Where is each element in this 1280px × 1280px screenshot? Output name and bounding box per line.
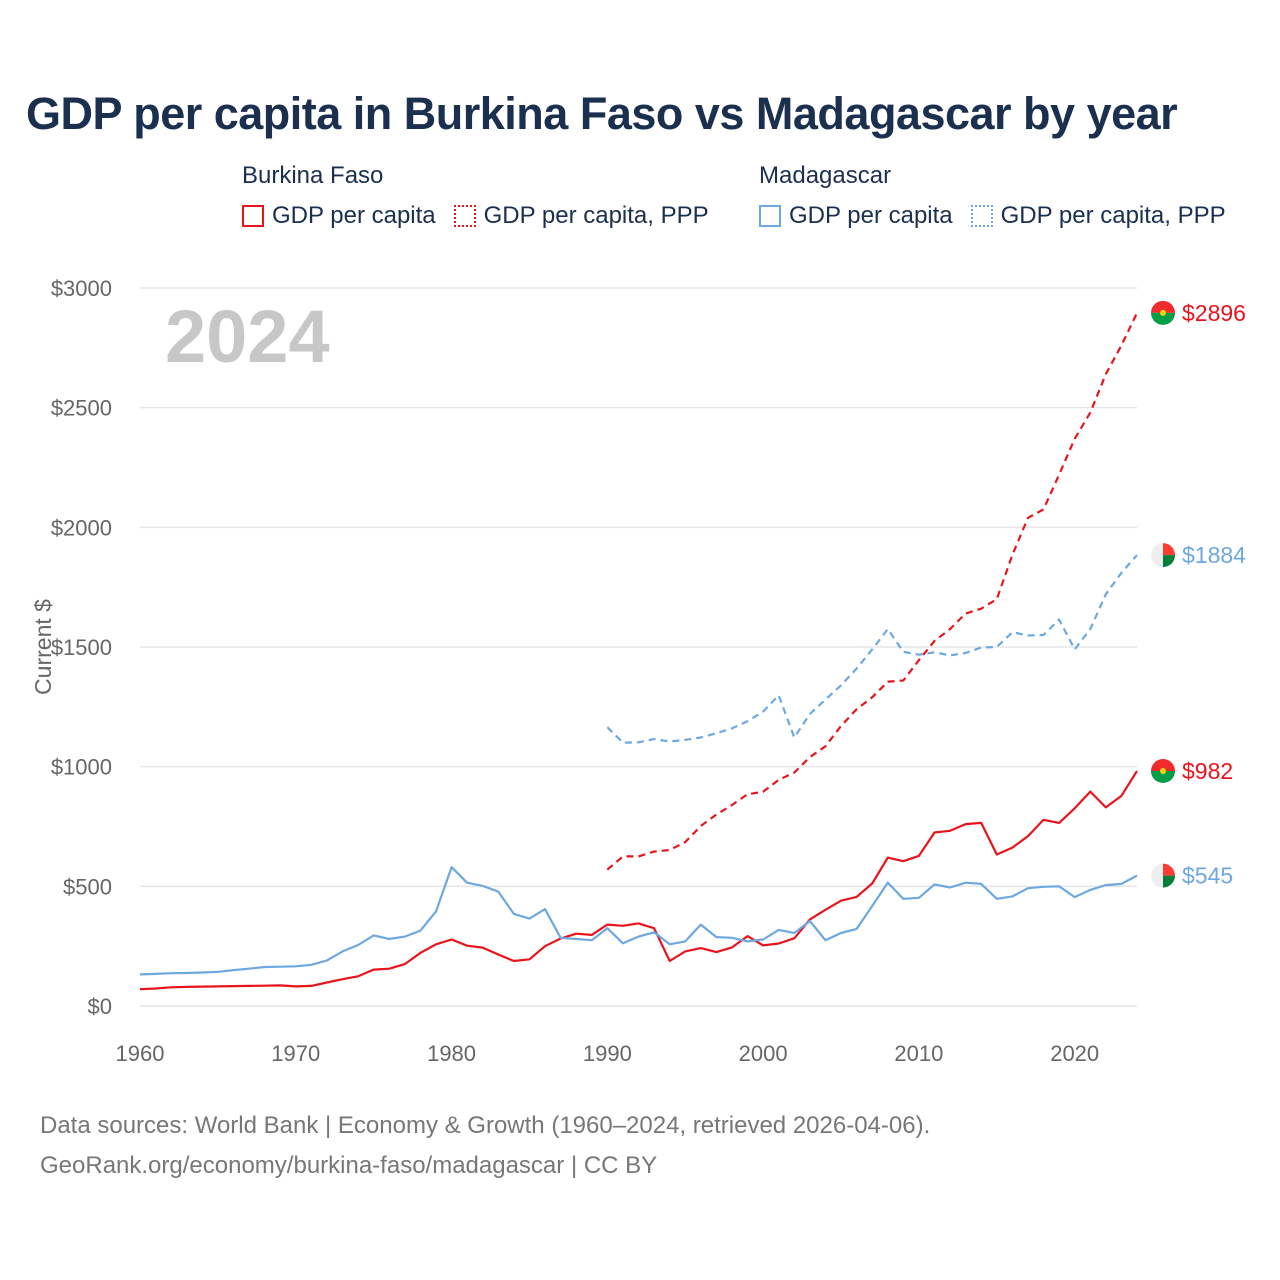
series-end-label: $1884 [1182, 542, 1246, 568]
y-tick-label: $2000 [51, 515, 112, 540]
series-line [139, 866, 1138, 976]
year-watermark: 2024 [165, 295, 330, 378]
footer: Data sources: World Bank | Economy & Gro… [40, 1106, 930, 1186]
x-tick-label: 2010 [894, 1041, 943, 1066]
legend-label-bf-ppp: GDP per capita, PPP [483, 202, 709, 229]
x-tick-label: 1980 [427, 1041, 476, 1066]
legend-group-burkina-faso: Burkina Faso GDP per capita GDP per capi… [242, 162, 727, 230]
madagascar-flag-icon [1163, 875, 1175, 888]
legend-swatch-solid-blue [759, 205, 781, 227]
series-end-label: $982 [1182, 758, 1233, 784]
x-tick-label: 2020 [1050, 1041, 1099, 1066]
flag-star-icon [1160, 767, 1166, 774]
y-tick-label: $1000 [51, 755, 112, 780]
legend-item-bf-ppp[interactable]: GDP per capita, PPP [453, 202, 709, 230]
legend-swatch-dotted-blue [970, 205, 993, 227]
y-tick-label: $2500 [51, 396, 112, 421]
madagascar-flag-icon [1163, 555, 1175, 568]
burkina-faso-flag-icon [1151, 300, 1175, 313]
series-line [606, 312, 1138, 871]
legend-item-mg-ppp[interactable]: GDP per capita, PPP [970, 202, 1226, 230]
legend-label-mg-ppp: GDP per capita, PPP [1000, 202, 1226, 229]
series-end-label: $2896 [1182, 300, 1246, 326]
legend-item-mg-gdp[interactable]: GDP per capita [759, 202, 953, 230]
y-tick-label: $0 [88, 994, 112, 1019]
legend-label-bf-gdp: GDP per capita [272, 202, 436, 229]
madagascar-flag-icon [1151, 543, 1163, 568]
x-tick-label: 1990 [583, 1041, 632, 1066]
series-end-label: $545 [1182, 863, 1233, 889]
y-tick-label: $500 [63, 874, 112, 899]
y-axis-label: Current $ [30, 599, 56, 695]
legend-group-title-madagascar: Madagascar [759, 162, 892, 189]
legend-item-bf-gdp[interactable]: GDP per capita [242, 202, 436, 230]
madagascar-flag-icon [1151, 863, 1163, 888]
burkina-faso-flag-icon [1151, 758, 1175, 771]
footer-link[interactable]: GeoRank.org/economy/burkina-faso/madagas… [40, 1152, 658, 1179]
x-tick-label: 2000 [739, 1041, 788, 1066]
legend-group-madagascar: Madagascar GDP per capita GDP per capita… [759, 162, 1244, 230]
legend-group-title-burkina-faso: Burkina Faso [242, 162, 384, 189]
chart-title: GDP per capita in Burkina Faso vs Madaga… [26, 88, 1178, 139]
legend-label-mg-gdp: GDP per capita [789, 202, 953, 229]
burkina-faso-flag-icon [1151, 770, 1175, 783]
y-tick-label: $3000 [51, 276, 112, 301]
x-tick-label: 1960 [116, 1041, 165, 1066]
flag-star-icon [1160, 309, 1166, 316]
madagascar-flag-icon [1163, 543, 1175, 556]
x-tick-label: 1970 [271, 1041, 320, 1066]
legend-swatch-solid-red [242, 205, 264, 227]
y-tick-label: $1500 [51, 635, 112, 660]
madagascar-flag-icon [1163, 863, 1175, 876]
footer-sources: Data sources: World Bank | Economy & Gro… [40, 1112, 931, 1139]
series-line [606, 554, 1138, 744]
series-line [139, 770, 1138, 991]
legend-swatch-dotted-red [453, 205, 476, 227]
burkina-faso-flag-icon [1151, 312, 1175, 325]
